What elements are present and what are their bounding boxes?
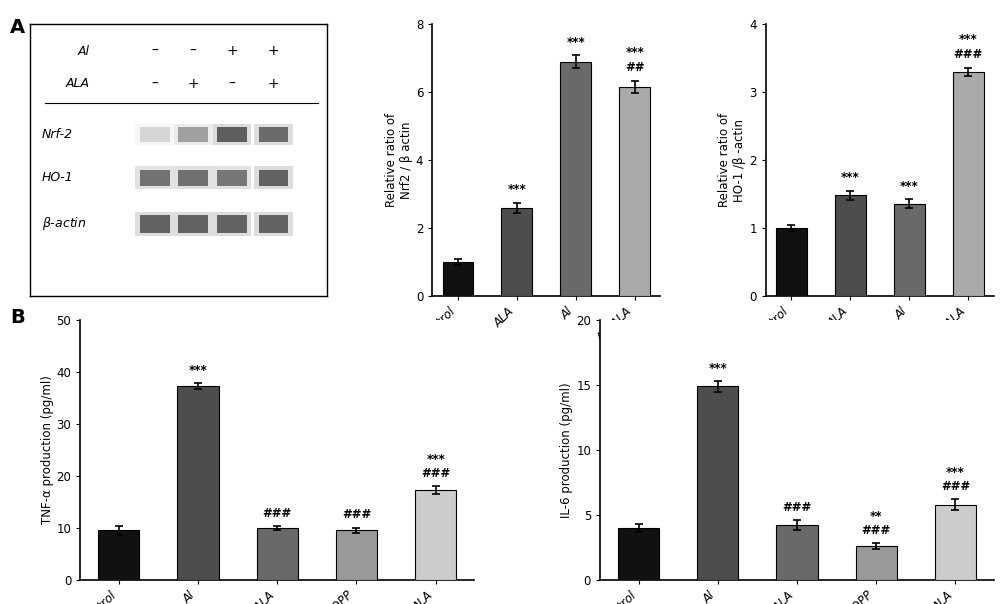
Text: –: – [151, 44, 158, 59]
Text: HO-1: HO-1 [42, 171, 73, 184]
Text: ***: *** [566, 36, 585, 48]
Text: A: A [10, 18, 25, 37]
Bar [775, 228, 806, 296]
Bar [952, 72, 983, 296]
Y-axis label: TNF-α production (pg/ml): TNF-α production (pg/ml) [40, 376, 53, 524]
Bar [179, 170, 208, 186]
Y-axis label: Relative ratio of
Nrf2 / β actin: Relative ratio of Nrf2 / β actin [384, 113, 412, 207]
Bar [560, 62, 591, 296]
Text: **: ** [870, 510, 882, 522]
Text: ***: *** [945, 466, 964, 478]
Bar [217, 170, 247, 186]
Bar [135, 211, 174, 236]
Bar [139, 170, 170, 186]
Text: ###: ### [420, 467, 449, 480]
Bar [414, 490, 455, 580]
Bar [254, 124, 292, 145]
Bar [178, 386, 219, 580]
Bar [135, 124, 174, 145]
Text: ###: ### [263, 507, 292, 520]
Text: Al: Al [77, 45, 89, 58]
Bar [696, 387, 738, 580]
Bar [257, 528, 298, 580]
Text: +: + [267, 44, 279, 59]
Bar [139, 215, 170, 233]
Text: ***: *** [841, 171, 859, 184]
Bar [174, 124, 213, 145]
Text: ***: *** [189, 364, 208, 377]
Bar [179, 127, 208, 142]
Bar [217, 215, 247, 233]
Text: B: B [10, 308, 25, 327]
Bar [213, 166, 251, 189]
Bar [893, 204, 924, 296]
Y-axis label: IL-6 production (pg/ml): IL-6 production (pg/ml) [560, 382, 573, 518]
Text: ***: *** [899, 179, 918, 193]
Bar [254, 211, 292, 236]
Bar [335, 530, 377, 580]
Bar [258, 127, 288, 142]
Text: –: – [190, 44, 197, 59]
Bar [258, 170, 288, 186]
Bar [834, 196, 865, 296]
Y-axis label: Relative ratio of
HO-1 /β -actin: Relative ratio of HO-1 /β -actin [718, 113, 745, 207]
Text: ###: ### [940, 480, 969, 493]
Bar [174, 211, 213, 236]
Bar [254, 166, 292, 189]
Bar [855, 546, 896, 580]
Text: ###: ### [861, 524, 890, 537]
Text: ***: *** [625, 46, 643, 59]
Bar [500, 208, 532, 296]
Bar [213, 211, 251, 236]
Text: ***: *** [708, 362, 726, 374]
Bar [213, 124, 251, 145]
Text: +: + [267, 77, 279, 91]
Text: –: – [151, 77, 158, 91]
Text: +: + [226, 44, 238, 59]
Bar [442, 262, 472, 296]
Text: –: – [228, 77, 235, 91]
Bar [217, 127, 247, 142]
Text: +: + [188, 77, 199, 91]
Bar [139, 127, 170, 142]
Bar [775, 525, 816, 580]
Bar [618, 528, 659, 580]
Text: ###: ### [341, 509, 371, 521]
Text: Nrf-2: Nrf-2 [42, 127, 73, 141]
Bar [258, 215, 288, 233]
Text: ***: *** [426, 452, 444, 466]
Text: ALA: ALA [65, 77, 89, 91]
Text: ##: ## [624, 61, 644, 74]
Bar [619, 87, 649, 296]
Text: ###: ### [953, 48, 982, 61]
Text: $\beta$-actin: $\beta$-actin [42, 216, 86, 233]
Bar [98, 530, 139, 580]
Bar [135, 166, 174, 189]
Bar [174, 166, 213, 189]
Bar [934, 504, 975, 580]
Text: ###: ### [781, 501, 810, 513]
Text: ***: *** [507, 183, 526, 196]
Bar [179, 215, 208, 233]
Text: ***: *** [958, 33, 977, 46]
